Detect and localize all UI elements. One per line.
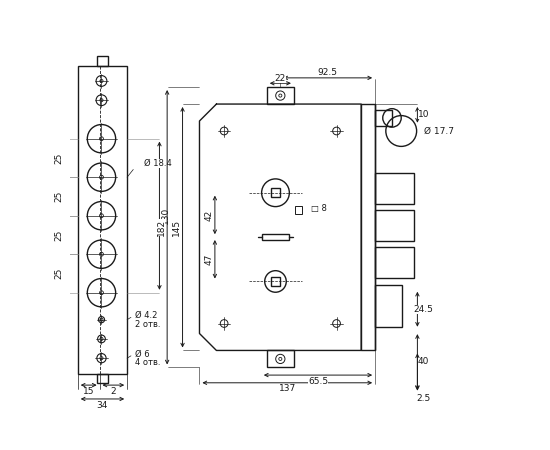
Text: 130: 130: [161, 207, 170, 225]
Text: 145: 145: [172, 219, 181, 236]
Text: Ø 17.7: Ø 17.7: [424, 126, 454, 135]
Text: 15: 15: [83, 387, 95, 396]
Text: 4 отв.: 4 отв.: [135, 358, 160, 367]
Text: 182: 182: [157, 219, 166, 236]
Bar: [271, 188, 280, 198]
Text: 24.5: 24.5: [414, 305, 433, 314]
Text: 92.5: 92.5: [318, 68, 338, 77]
Text: 137: 137: [279, 384, 296, 393]
Text: □ 8: □ 8: [311, 204, 327, 213]
Text: 10: 10: [418, 110, 430, 119]
Bar: [295, 206, 302, 214]
Text: 25: 25: [54, 191, 63, 202]
Text: 25: 25: [54, 268, 63, 279]
Bar: [267, 351, 294, 367]
Bar: [375, 247, 414, 278]
Bar: [78, 66, 127, 373]
Bar: [375, 173, 414, 204]
Text: 25: 25: [54, 152, 63, 164]
Text: 42: 42: [204, 209, 213, 220]
Bar: [375, 210, 414, 241]
Text: Ø 6: Ø 6: [135, 350, 150, 359]
Text: 65.5: 65.5: [308, 377, 328, 386]
Bar: [262, 234, 289, 240]
Text: 34: 34: [97, 400, 108, 410]
Text: 2 отв.: 2 отв.: [135, 320, 160, 329]
Text: Ø 18.4: Ø 18.4: [144, 159, 172, 168]
Bar: [271, 277, 280, 286]
Text: 22: 22: [274, 74, 286, 83]
Bar: [361, 104, 375, 351]
Text: 25: 25: [54, 229, 63, 241]
Text: 47: 47: [204, 254, 213, 265]
Text: 2.5: 2.5: [416, 394, 431, 403]
Text: 40: 40: [418, 357, 429, 366]
Bar: [375, 285, 402, 327]
Bar: [97, 56, 108, 66]
Text: Ø 4.2: Ø 4.2: [135, 311, 157, 320]
Text: 2: 2: [111, 387, 116, 396]
Bar: [375, 110, 392, 126]
Bar: [267, 87, 294, 104]
Bar: [97, 374, 108, 383]
